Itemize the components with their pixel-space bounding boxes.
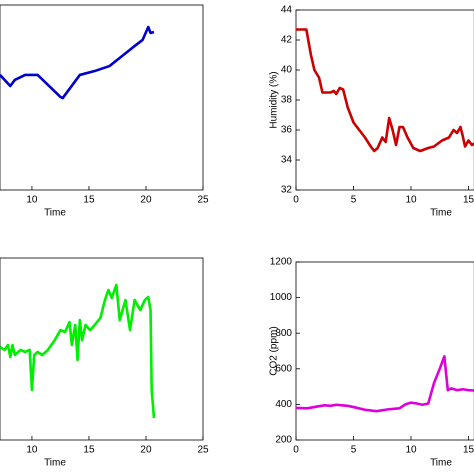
y-tick-label: 42 bbox=[281, 35, 293, 46]
x-tick-label: 5 bbox=[351, 445, 357, 456]
y-tick-label: 1000 bbox=[270, 292, 293, 303]
y-tick-label: 38 bbox=[281, 95, 293, 106]
y-tick-label: 34 bbox=[281, 155, 293, 166]
y-tick-label: 600 bbox=[275, 363, 292, 374]
y-tick-label: 32 bbox=[281, 185, 293, 196]
y-tick-label: 200 bbox=[275, 435, 292, 446]
x-axis-label: Time bbox=[430, 208, 452, 219]
x-tick-label: 15 bbox=[463, 195, 474, 206]
data-line bbox=[295, 355, 474, 413]
x-axis-label: Time bbox=[44, 458, 66, 469]
y-tick-label: 36 bbox=[281, 125, 293, 136]
x-axis-label: Time bbox=[44, 208, 66, 219]
x-tick-label: 0 bbox=[293, 445, 299, 456]
plot-frame bbox=[295, 261, 474, 441]
y-tick-label: 400 bbox=[275, 399, 292, 410]
x-tick-label: 15 bbox=[83, 445, 95, 456]
x-tick-label: 10 bbox=[405, 195, 417, 206]
x-tick-label: 25 bbox=[197, 195, 209, 206]
data-line bbox=[0, 283, 156, 419]
x-tick-label: 10 bbox=[405, 445, 417, 456]
x-tick-label: 0 bbox=[293, 195, 299, 206]
y-axis-label: Humidity (%) bbox=[269, 71, 280, 128]
x-tick-label: 15 bbox=[83, 195, 95, 206]
x-tick-label: 20 bbox=[140, 195, 152, 206]
plot-frame bbox=[0, 257, 204, 441]
data-line bbox=[0, 25, 155, 100]
x-tick-label: 25 bbox=[197, 445, 209, 456]
plot-frame bbox=[0, 4, 204, 191]
y-axis-label: CO2 (ppm) bbox=[269, 326, 280, 375]
x-tick-label: 10 bbox=[26, 195, 38, 206]
data-line bbox=[296, 28, 474, 153]
plot-frame bbox=[295, 9, 474, 191]
x-tick-label: 10 bbox=[26, 445, 38, 456]
y-tick-label: 800 bbox=[275, 328, 292, 339]
x-tick-label: 20 bbox=[140, 445, 152, 456]
y-tick-label: 1200 bbox=[270, 257, 293, 268]
y-tick-label: 40 bbox=[281, 65, 293, 76]
x-tick-label: 15 bbox=[463, 445, 474, 456]
y-tick-label: 44 bbox=[281, 5, 293, 16]
x-tick-label: 5 bbox=[351, 195, 357, 206]
x-axis-label: Time bbox=[430, 458, 452, 469]
